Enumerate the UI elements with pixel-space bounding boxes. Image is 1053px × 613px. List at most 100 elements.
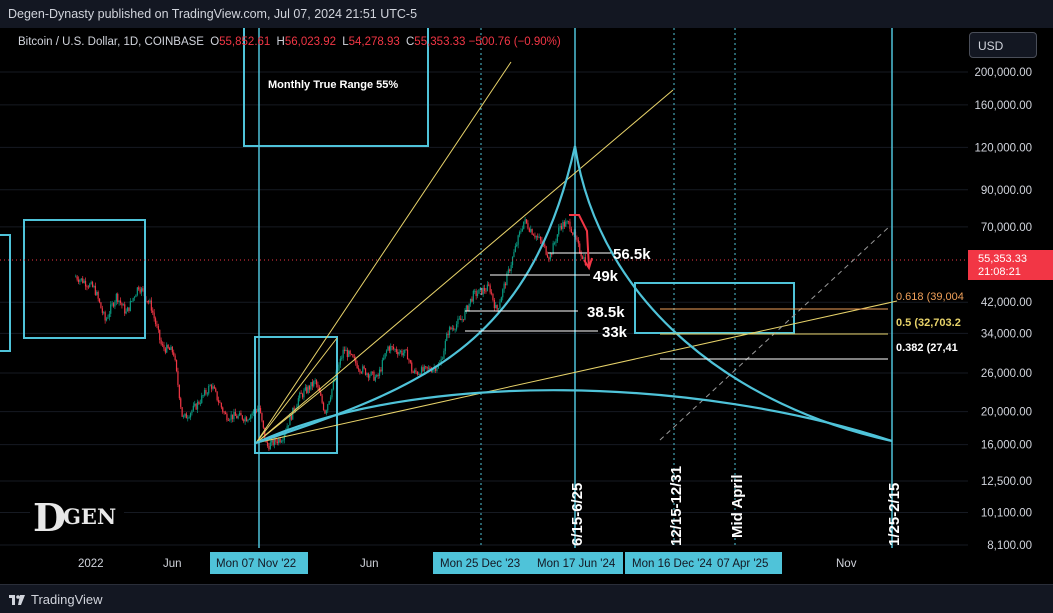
candle-body <box>184 413 186 417</box>
candle-body <box>475 290 477 296</box>
candle-body <box>483 287 486 291</box>
candle-body <box>125 311 127 314</box>
fan-line-4 <box>255 337 338 444</box>
time-tick-jun23: Jun <box>360 558 379 570</box>
candle-body <box>286 426 288 432</box>
candle-body <box>583 257 585 259</box>
price-tick-label: 42,000.00 <box>981 297 1032 309</box>
candle-body <box>160 339 162 345</box>
candle-body <box>122 304 124 306</box>
currency-button[interactable]: USD <box>969 32 1037 58</box>
time-axis[interactable]: 2022 Jun Mon 07 Nov '22 Jun Mon 25 Dec '… <box>78 552 857 574</box>
candle-body <box>257 408 259 412</box>
fib-label-500: 0.5 (32,703.2 <box>896 317 961 329</box>
candle-body <box>243 419 245 422</box>
candle-body <box>497 308 500 310</box>
candle-body <box>423 366 425 372</box>
candle-body <box>356 363 358 369</box>
candle-body <box>334 379 336 382</box>
candle-body <box>327 404 329 411</box>
candle-body <box>551 253 553 255</box>
candle-body <box>139 289 141 293</box>
candle-body <box>457 318 459 325</box>
candle-body <box>244 417 246 422</box>
candle-body <box>525 219 528 224</box>
publisher-line: Degen-Dynasty published on TradingView.c… <box>8 7 418 21</box>
tradingview-logo[interactable]: TradingView <box>9 592 103 607</box>
candle-body <box>545 246 547 255</box>
candle-body <box>374 376 376 381</box>
candle-body <box>482 287 484 295</box>
candle-body <box>476 293 479 296</box>
box-target-zone <box>634 282 795 334</box>
current-price-countdown: 21:08:21 <box>978 266 1021 278</box>
candle-body <box>104 312 106 321</box>
candle-body <box>446 333 448 341</box>
chart-area[interactable]: 0.618 (39,004 0.5 (32,703.2 0.382 (27,41… <box>0 28 1053 584</box>
candle-body <box>523 221 525 229</box>
candle-body <box>94 285 96 295</box>
candle-body <box>460 318 462 321</box>
candle-body <box>234 412 236 416</box>
candle-body <box>287 425 290 427</box>
candle-body <box>262 420 264 428</box>
time-tick-nov22: Mon 07 Nov '22 <box>216 558 296 570</box>
candle-body <box>174 355 176 361</box>
candle-body <box>448 327 451 335</box>
candle-body <box>107 317 109 319</box>
candle-body <box>266 442 269 446</box>
candle-body <box>105 318 108 321</box>
candle-body <box>282 439 284 442</box>
candle-body <box>136 287 138 295</box>
candle-body <box>157 326 159 330</box>
candle-body <box>315 380 318 385</box>
price-tick-label: 160,000.00 <box>974 100 1032 112</box>
candle-body <box>138 287 140 290</box>
candle-body <box>264 427 266 440</box>
candle-body <box>320 392 322 396</box>
box-monthly-true-range <box>243 28 429 147</box>
candle-body <box>559 226 561 228</box>
candle-body <box>304 387 306 391</box>
candle-body <box>350 354 353 355</box>
legend-close: 55,353.33 <box>414 36 466 48</box>
candle-body <box>577 239 579 244</box>
legend-high: 56,023.92 <box>284 36 336 48</box>
price-axis-bg <box>968 28 1053 548</box>
candle-body <box>299 392 301 399</box>
candle-body <box>440 359 442 364</box>
candle-body <box>511 257 514 266</box>
candle-body <box>159 329 161 340</box>
candle-body <box>580 252 582 257</box>
candle-body <box>366 373 368 375</box>
candle-body <box>212 386 214 389</box>
candle-body <box>397 352 399 355</box>
fib-label-382: 0.382 (27,41 <box>896 342 958 354</box>
candle-body <box>223 411 225 413</box>
candle-body <box>79 279 81 282</box>
candle-body <box>273 438 276 446</box>
candle-body <box>359 369 361 373</box>
candle-body <box>84 280 87 287</box>
candle-body <box>426 366 428 369</box>
candle-body <box>474 290 476 292</box>
price-axis[interactable]: 200,000.00 160,000.00 120,000.00 90,000.00 7… <box>968 28 1053 552</box>
chart-canvas[interactable]: 0.618 (39,004 0.5 (32,703.2 0.382 (27,41… <box>0 28 1053 584</box>
candle-body <box>194 403 196 406</box>
annotation-33k: 33k <box>602 324 628 341</box>
candle-body <box>395 349 397 353</box>
candle-body <box>453 328 455 330</box>
candle-body <box>371 371 374 373</box>
candle-body <box>280 441 283 443</box>
box-left-edge <box>0 234 11 352</box>
candle-body <box>527 223 529 229</box>
candle-body <box>173 352 175 356</box>
candle-body <box>339 358 341 365</box>
candle-body <box>342 349 344 358</box>
candle-body <box>518 231 521 236</box>
candle-body <box>219 402 221 404</box>
dashed-projection <box>659 225 891 441</box>
annotation-49k: 49k <box>593 268 619 285</box>
box-nov22-low <box>254 336 338 454</box>
candle-body <box>390 346 392 351</box>
